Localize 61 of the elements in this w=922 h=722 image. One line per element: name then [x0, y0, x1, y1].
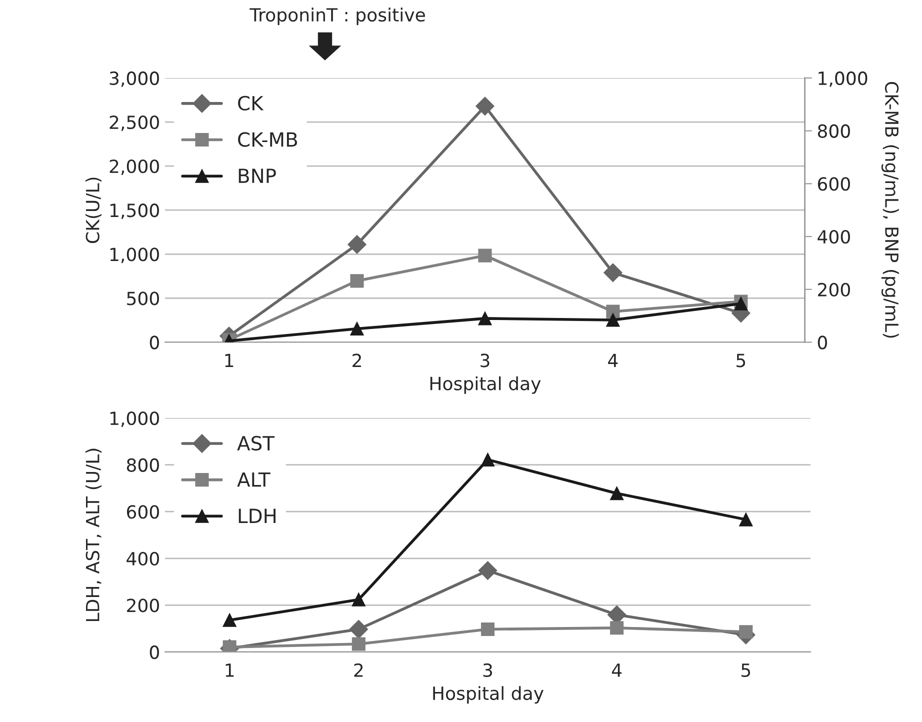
y-tick-label: 1,000 — [110, 248, 159, 264]
y2-tick-label: 800 — [818, 124, 850, 138]
point — [606, 313, 620, 327]
x-tick-label: 2 — [354, 663, 363, 677]
point — [222, 640, 236, 652]
legend-label: LDH — [238, 508, 276, 523]
point — [604, 263, 622, 282]
point — [478, 312, 492, 326]
point — [350, 322, 364, 336]
x-tick-label: 5 — [742, 664, 750, 678]
point — [480, 452, 495, 466]
x-tick-label: 1 — [226, 664, 234, 677]
y-tick-label: 0 — [150, 645, 159, 660]
y-tick-label: 600 — [126, 505, 159, 519]
y2-axis-title: CK-MB (ng/mL), BNP (pg/mL) — [881, 82, 899, 338]
point — [348, 235, 366, 254]
x-tick-label: 3 — [483, 663, 492, 678]
x-tick-label: 2 — [352, 354, 361, 368]
x-tick-label: 4 — [608, 354, 618, 368]
x-tick-label: 5 — [736, 354, 746, 368]
point — [739, 512, 753, 526]
point — [610, 486, 624, 500]
y-tick-label: 0 — [150, 336, 159, 350]
legend-label: ALT — [237, 472, 270, 487]
x-tick-label: 3 — [480, 354, 490, 368]
y2-tick-label: 400 — [818, 230, 850, 244]
point — [349, 620, 368, 639]
y-tick-label: 2,000 — [110, 160, 159, 176]
point — [739, 625, 753, 639]
y-tick-label: 800 — [126, 458, 159, 472]
y2-tick-label: 0 — [818, 336, 827, 350]
legend-label: CK-MB — [238, 132, 298, 147]
point — [478, 561, 498, 580]
point — [610, 621, 624, 635]
y-tick-label: 3,000 — [110, 71, 159, 87]
y2-tick-label: 1,000 — [818, 71, 868, 87]
point — [350, 274, 364, 288]
y2-tick-label: 200 — [818, 282, 850, 296]
point — [222, 613, 236, 627]
y2-tick-label: 600 — [818, 177, 850, 191]
y-tick-label: 500 — [127, 292, 159, 306]
point — [480, 622, 495, 636]
x-tick-label: 1 — [225, 354, 234, 368]
y-axis-title: CK(U/L) — [85, 178, 102, 244]
x-axis-title: Hospital day — [430, 376, 541, 394]
x-axis-title: Hospital day — [433, 686, 544, 704]
y-tick-label: 400 — [126, 552, 159, 566]
legend-label: AST — [237, 436, 275, 451]
y-tick-label: 2,500 — [110, 115, 159, 131]
point — [478, 248, 492, 262]
legend-label: CK — [238, 96, 264, 111]
point — [352, 637, 366, 651]
y-axis-title: LDH, AST, ALT (U/L) — [85, 448, 102, 621]
y-tick-label: 1,000 — [110, 411, 159, 427]
legend-label: BNP — [238, 168, 276, 183]
y-tick-label: 1,500 — [110, 204, 159, 220]
y-tick-label: 200 — [127, 598, 159, 612]
point — [476, 96, 494, 116]
point — [352, 592, 366, 606]
text: TroponinT : positive — [250, 8, 425, 26]
x-tick-label: 4 — [612, 664, 622, 677]
